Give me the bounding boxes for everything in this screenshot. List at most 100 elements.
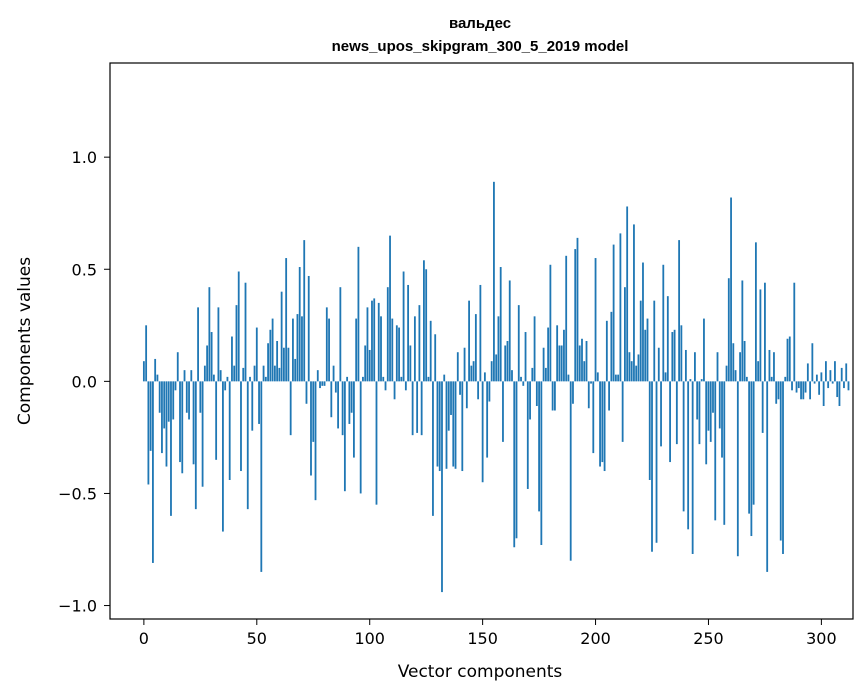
- bar: [314, 381, 317, 501]
- bar: [493, 181, 495, 382]
- bar: [745, 376, 748, 382]
- bar: [185, 381, 188, 413]
- bar: [766, 381, 769, 572]
- bar: [730, 197, 732, 382]
- x-tick-label: 100: [354, 629, 385, 648]
- bar: [563, 329, 565, 382]
- bar: [673, 329, 676, 382]
- bar: [190, 370, 193, 382]
- bar: [353, 381, 355, 458]
- bar: [682, 381, 685, 512]
- bar: [438, 381, 441, 472]
- bar: [619, 233, 622, 382]
- bar: [594, 258, 597, 382]
- x-tick-label: 50: [247, 629, 267, 648]
- bar: [456, 352, 459, 382]
- bar: [662, 264, 665, 382]
- bar: [201, 381, 204, 487]
- bar: [258, 381, 260, 424]
- bar: [513, 381, 516, 548]
- bar: [759, 289, 762, 382]
- bar: [305, 381, 308, 404]
- bar: [578, 345, 581, 382]
- bar: [483, 372, 486, 382]
- bar: [529, 381, 531, 420]
- bar: [391, 318, 394, 382]
- bar: [795, 381, 798, 393]
- bar: [520, 376, 522, 382]
- plot-frame: [109, 62, 854, 620]
- bar: [773, 352, 775, 382]
- bar: [161, 381, 163, 454]
- bar: [741, 280, 744, 382]
- bar: [167, 381, 170, 422]
- bar: [605, 320, 608, 382]
- bar: [653, 300, 656, 382]
- bar: [472, 361, 475, 382]
- bar: [696, 381, 699, 420]
- bar: [669, 381, 671, 463]
- bar: [423, 260, 425, 382]
- bar: [359, 381, 362, 494]
- bar: [276, 341, 279, 382]
- bar: [373, 298, 376, 382]
- bar: [734, 370, 737, 382]
- bar: [504, 345, 507, 382]
- bar: [362, 376, 364, 382]
- x-tick-label: 0: [139, 629, 149, 648]
- bar: [825, 361, 827, 382]
- x-tick-label: 300: [806, 629, 837, 648]
- bar: [255, 327, 258, 382]
- bar: [752, 381, 755, 505]
- bar: [581, 338, 583, 382]
- bar: [732, 343, 735, 382]
- bar: [601, 381, 604, 463]
- bar: [628, 352, 631, 382]
- bar: [145, 325, 148, 382]
- bar: [235, 305, 238, 382]
- bar: [544, 367, 547, 382]
- bar: [312, 381, 315, 442]
- bar: [576, 237, 579, 382]
- bar: [694, 352, 696, 382]
- bar: [443, 374, 446, 382]
- bar: [831, 381, 834, 384]
- bar: [380, 316, 382, 382]
- bar: [199, 381, 202, 413]
- bar: [339, 287, 342, 382]
- bar: [547, 327, 550, 382]
- bar: [657, 347, 660, 382]
- bar: [499, 267, 502, 382]
- bar: [488, 381, 491, 402]
- bar: [556, 325, 559, 382]
- bar: [350, 381, 353, 413]
- bar: [655, 381, 658, 543]
- bar: [596, 372, 599, 382]
- bar: [357, 246, 360, 382]
- bar: [508, 280, 511, 382]
- bar: [590, 381, 592, 384]
- bar: [714, 381, 717, 521]
- bar: [348, 381, 351, 424]
- bar: [307, 275, 310, 382]
- bar: [296, 314, 299, 382]
- bar: [775, 381, 778, 404]
- bar: [355, 318, 358, 382]
- bar: [371, 300, 373, 382]
- bar: [700, 379, 703, 382]
- y-axis-ticks: −1.0 −0.5 0.0 0.5 1.0: [58, 148, 110, 616]
- bar: [346, 376, 349, 382]
- bar: [474, 314, 477, 382]
- bar: [705, 381, 708, 465]
- bar: [840, 367, 843, 382]
- bar: [723, 381, 726, 525]
- y-tick-label: 1.0: [72, 148, 97, 167]
- bar: [718, 381, 721, 429]
- bar: [716, 352, 719, 382]
- bar: [393, 381, 396, 400]
- x-axis-label: Vector components: [398, 662, 563, 682]
- bar: [158, 381, 161, 413]
- bar: [818, 381, 821, 395]
- bar: [147, 381, 150, 485]
